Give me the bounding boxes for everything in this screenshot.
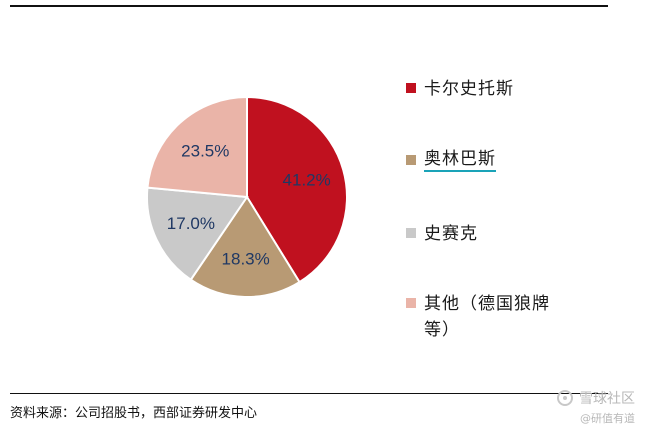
pie-slice-label-0: 41.2% xyxy=(283,171,331,190)
snowball-logo-icon xyxy=(557,390,573,406)
pie-slice-1 xyxy=(189,195,301,298)
legend-label: 其他（德国狼牌等） xyxy=(424,294,550,340)
pie-slice-3 xyxy=(146,95,248,199)
pie-slice-2 xyxy=(146,186,249,282)
legend-label[interactable]: 奥林巴斯 xyxy=(424,148,496,172)
pie-slice-label-3: 23.5% xyxy=(181,142,229,161)
legend-item-olympus[interactable]: 奥林巴斯 xyxy=(406,148,496,172)
pie-slice-label-2: 17.0% xyxy=(167,214,215,233)
pie-slice-label-1: 18.3% xyxy=(222,249,270,268)
legend-swatch xyxy=(406,228,416,238)
watermark: 雪球社区 @研值有道 xyxy=(557,388,635,426)
legend-item-stryker[interactable]: 史赛克 xyxy=(406,221,478,247)
legend-label: 史赛克 xyxy=(424,224,478,244)
legend-item-karl-storz[interactable]: 卡尔史托斯 xyxy=(406,76,514,102)
top-rule xyxy=(10,5,608,7)
legend-swatch xyxy=(406,83,416,93)
legend-item-others[interactable]: 其他（德国狼牌等） xyxy=(406,291,564,343)
pie-slices xyxy=(146,95,348,298)
watermark-brand: 雪球社区 xyxy=(579,391,635,407)
watermark-handle: @研值有道 xyxy=(580,412,635,425)
bottom-rule xyxy=(10,393,608,394)
legend-label: 卡尔史托斯 xyxy=(424,79,514,99)
pie-labels: 41.2% 18.3% 17.0% 23.5% xyxy=(167,142,331,269)
legend-swatch xyxy=(406,155,416,165)
source-note: 资料来源：公司招股书，西部证券研发中心 xyxy=(10,406,258,421)
legend-swatch xyxy=(406,298,416,308)
